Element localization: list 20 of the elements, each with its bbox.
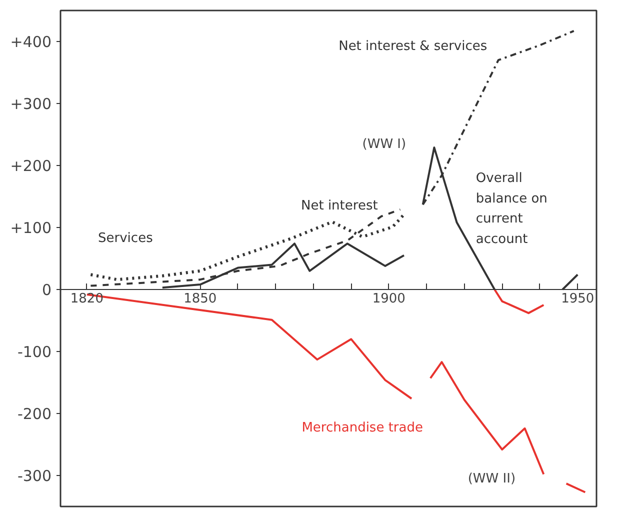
y-tick-label: +100 (10, 219, 52, 237)
x-tick-label: 1820 (70, 292, 104, 306)
y-tick-label: +200 (10, 157, 52, 175)
series-label: Overall balance on current account (476, 171, 548, 247)
y-tick-label: -300 (17, 467, 52, 485)
y-tick-label: 0 (42, 281, 52, 299)
x-tick-label: 1850 (184, 292, 217, 306)
series-label: Net interest & services (338, 39, 488, 54)
annotation: (WW II) (468, 472, 516, 487)
series-label: Merchandise trade (302, 420, 423, 436)
x-tick-label: 1900 (372, 292, 406, 306)
series-label: Net interest (300, 198, 378, 214)
x-tick-label: 1950 (561, 292, 594, 306)
y-tick-label: -100 (17, 343, 52, 361)
text: Services (98, 231, 154, 246)
y-tick-label: +300 (10, 95, 52, 113)
y-tick-label: -200 (17, 405, 52, 423)
line-series (494, 288, 545, 314)
annotation: (WW I) (362, 136, 406, 152)
y-tick-label: +400 (10, 33, 52, 51)
